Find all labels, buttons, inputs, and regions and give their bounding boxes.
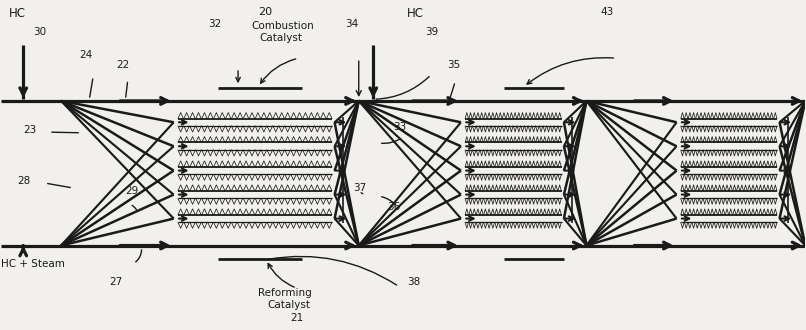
Text: 33: 33 [393,122,406,132]
Text: 35: 35 [447,60,460,70]
Text: Combustion: Combustion [251,21,314,31]
Text: 29: 29 [126,186,139,196]
Text: HC + Steam: HC + Steam [1,258,64,269]
Text: HC: HC [407,7,424,20]
Text: Catalyst: Catalyst [268,300,311,310]
Text: Catalyst: Catalyst [260,33,303,43]
Text: 24: 24 [80,50,93,60]
Text: 30: 30 [33,27,46,37]
Text: 38: 38 [407,277,420,286]
Text: 34: 34 [345,18,359,29]
Text: 39: 39 [426,27,438,37]
Text: 37: 37 [353,183,367,193]
Text: 36: 36 [387,202,400,212]
Text: 27: 27 [110,277,123,286]
Text: Reforming: Reforming [258,288,312,298]
Text: HC: HC [9,7,26,20]
Text: 21: 21 [290,313,304,323]
Text: 20: 20 [258,7,272,17]
Text: 32: 32 [208,18,222,29]
Text: 43: 43 [600,7,613,17]
Text: 23: 23 [23,125,36,135]
Text: 28: 28 [17,176,30,186]
Text: 22: 22 [116,60,129,70]
